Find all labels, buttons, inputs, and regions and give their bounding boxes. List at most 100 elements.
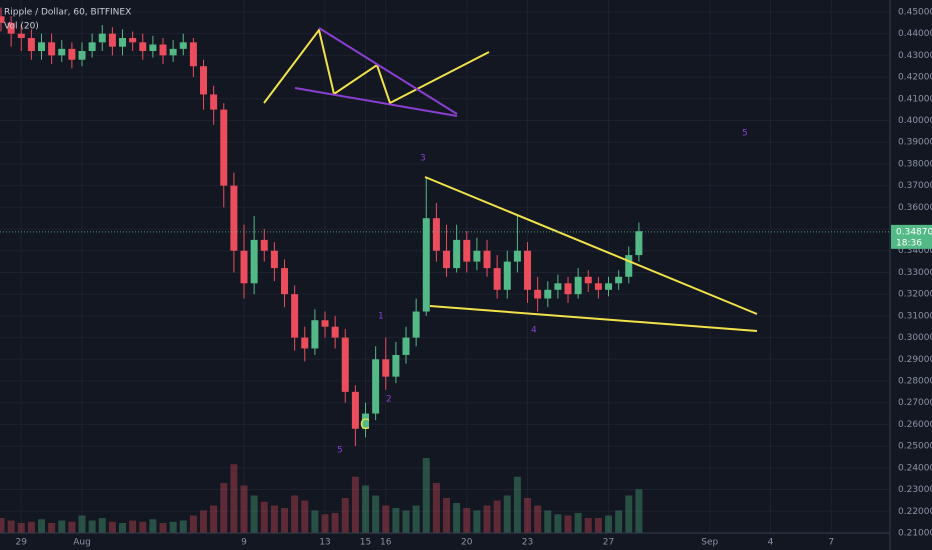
candle-body xyxy=(17,33,25,38)
volume-bar xyxy=(7,520,15,533)
volume-bar xyxy=(432,483,440,533)
volume-bar xyxy=(108,521,116,533)
y-tick-label: 0.41000 xyxy=(898,94,932,104)
pattern-line xyxy=(318,27,458,115)
volume-bar xyxy=(321,514,329,533)
x-tick-label: 16 xyxy=(380,538,392,548)
candle-body xyxy=(108,33,116,47)
candle-body xyxy=(432,218,440,251)
volume-bar xyxy=(38,519,46,533)
volume-bar xyxy=(463,508,471,533)
volume-bar xyxy=(311,510,319,533)
volume-bar xyxy=(483,505,491,533)
candle-body xyxy=(625,255,633,277)
wave-label: 5 xyxy=(742,129,748,139)
volume-bar xyxy=(291,495,299,533)
volume-bar xyxy=(625,495,633,533)
candle-body xyxy=(341,337,349,392)
candle-body xyxy=(503,261,511,290)
volume-bar xyxy=(260,501,268,533)
x-tick-label: 20 xyxy=(461,538,473,548)
volume-bar xyxy=(372,495,380,533)
x-tick-label: 4 xyxy=(768,538,774,548)
volume-bar xyxy=(0,518,5,533)
y-tick-label: 0.21000 xyxy=(898,528,932,538)
volume-bar xyxy=(574,513,582,533)
candle-body xyxy=(139,42,147,52)
candle-body xyxy=(392,354,400,377)
chart-title: Ripple / Dollar, 60, BITFINEX xyxy=(4,8,131,18)
candle-body xyxy=(372,359,380,414)
volume-bar xyxy=(270,505,278,533)
candle-body xyxy=(58,48,66,56)
candle-body xyxy=(179,42,187,49)
x-tick-label: 15 xyxy=(360,538,371,548)
last-price-label: 0.34870 xyxy=(896,227,932,237)
volume-bar xyxy=(301,500,309,533)
volume-bar xyxy=(98,518,106,533)
volume-bar xyxy=(584,518,592,533)
x-tick-label: 13 xyxy=(319,538,330,548)
y-tick-label: 0.40000 xyxy=(898,116,932,126)
last-price-tag xyxy=(891,224,932,249)
volume-bar xyxy=(341,498,349,533)
candle-body xyxy=(402,337,410,355)
candle-body xyxy=(544,289,552,299)
candle-body xyxy=(0,16,5,23)
wave-label: 5 xyxy=(337,446,343,456)
trend-line xyxy=(429,305,758,332)
volume-bar xyxy=(179,520,187,533)
volume-bar xyxy=(27,521,35,533)
volume-bar xyxy=(503,495,511,533)
candle-body xyxy=(463,239,471,262)
candle-body xyxy=(534,289,542,299)
candle-body xyxy=(321,320,329,327)
y-tick-label: 0.28000 xyxy=(898,377,932,387)
volume-bar xyxy=(362,485,370,533)
volume-bar xyxy=(159,523,167,533)
volume-bar xyxy=(564,515,572,533)
candle-body xyxy=(98,33,106,43)
candle-body xyxy=(48,42,56,56)
candle-body xyxy=(189,42,197,67)
candle-body xyxy=(615,276,623,284)
x-tick-label: 7 xyxy=(828,538,834,548)
candle-body xyxy=(554,283,562,290)
y-tick-label: 0.42000 xyxy=(898,73,932,83)
y-tick-label: 0.37000 xyxy=(898,181,932,191)
volume-bar xyxy=(524,498,532,533)
volume-bar xyxy=(169,521,177,533)
x-tick-label: 9 xyxy=(241,538,247,548)
grid xyxy=(0,0,890,534)
volume-bar xyxy=(473,510,481,533)
wave-label: 1 xyxy=(378,312,384,322)
y-tick-label: 0.38000 xyxy=(898,159,932,169)
volume-bar xyxy=(220,483,228,533)
volume-title: Vol (20) xyxy=(4,22,39,32)
y-tick-label: 0.36000 xyxy=(898,203,932,213)
volume-bar xyxy=(422,458,430,533)
candle-body xyxy=(311,320,319,349)
volume-bar xyxy=(594,518,602,533)
y-tick-label: 0.31000 xyxy=(898,311,932,321)
volume-bar xyxy=(281,508,289,533)
candle-body xyxy=(564,283,572,295)
y-tick-label: 0.24000 xyxy=(898,463,932,473)
y-tick-label: 0.44000 xyxy=(898,29,932,39)
candle-body xyxy=(453,239,461,269)
y-tick-label: 0.45000 xyxy=(898,7,932,17)
candle-body xyxy=(493,268,501,290)
candle-body xyxy=(149,44,157,52)
candle-body xyxy=(230,185,238,251)
volume-bar xyxy=(119,523,127,533)
candle-body xyxy=(260,239,268,251)
candle-body xyxy=(200,66,208,95)
volume-bar xyxy=(68,521,76,533)
volume-pane xyxy=(0,458,643,533)
pattern-line xyxy=(294,87,458,117)
volume-bar xyxy=(443,498,451,533)
candle-body xyxy=(605,283,613,290)
volume-bar xyxy=(200,510,208,533)
